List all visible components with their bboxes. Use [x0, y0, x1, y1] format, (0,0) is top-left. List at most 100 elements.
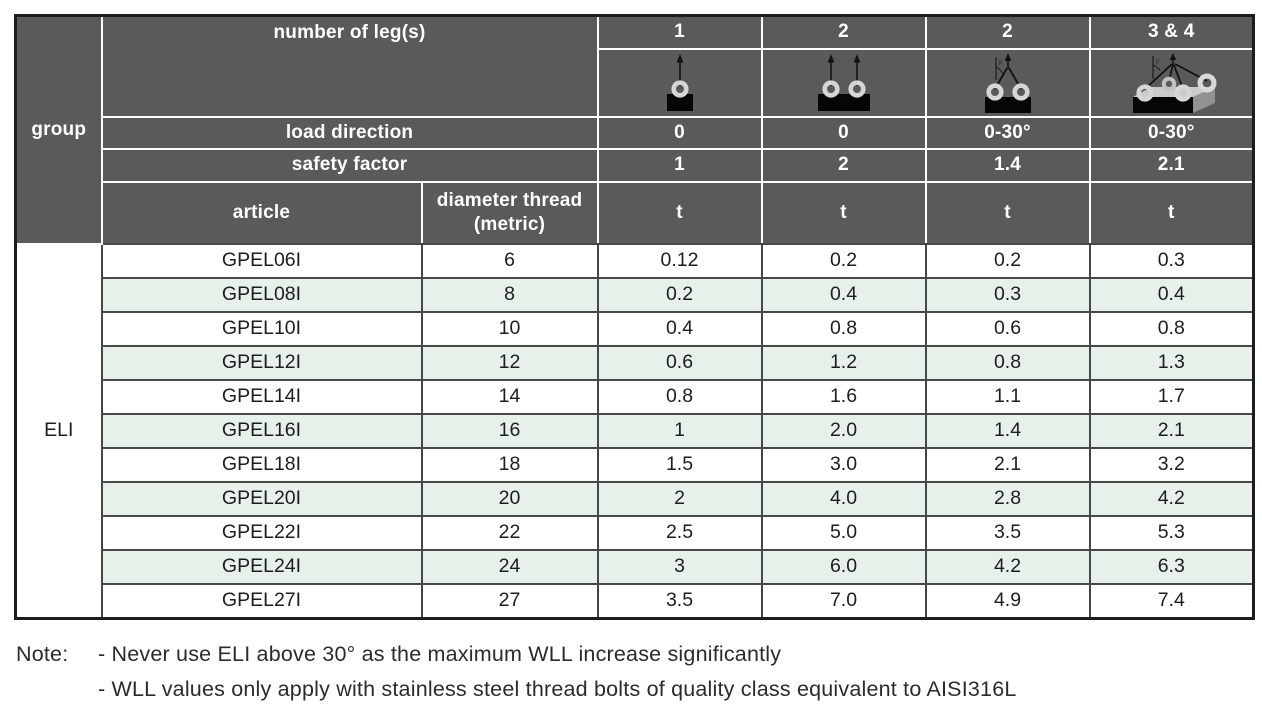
diameter-cell: 18	[420, 446, 599, 483]
legs-count-cell: 2	[924, 14, 1091, 50]
table-body: ELI GPEL06I 6 0.12 0.2 0.2 0.3 GPEL08I 8 0.2 0.4 0.…	[14, 242, 1255, 619]
note-label: Note:	[16, 642, 69, 666]
wll-2leg-cell: 0.8	[760, 310, 927, 347]
diameter-cell: 12	[420, 344, 599, 381]
table-row: GPEL14I 14 0.8 1.6 1.1 1.7	[16, 378, 1255, 415]
article-cell: GPEL22I	[100, 514, 423, 551]
legs-count-cell: 1	[596, 14, 763, 50]
group-value-cell: ELI	[14, 242, 103, 619]
wll-2leg-angled-cell: 3.5	[924, 514, 1091, 551]
wll-2leg-cell: 3.0	[760, 446, 927, 483]
wll-spec-table: group number of leg(s) 1 2 2 3 & 4	[14, 14, 1256, 620]
wll-3-4leg-cell: 1.3	[1088, 344, 1255, 381]
article-cell: GPEL10I	[100, 310, 423, 347]
wll-2leg-cell: 7.0	[760, 582, 927, 619]
header-row-legs: group number of leg(s) 1 2 2 3 & 4	[14, 14, 1255, 245]
wll-1leg-cell: 0.4	[596, 310, 763, 347]
wll-2leg-cell: 0.2	[760, 242, 927, 279]
diameter-cell: 6	[420, 242, 599, 279]
wll-1leg-cell: 2.5	[596, 514, 763, 551]
diameter-cell: 16	[420, 412, 599, 449]
wll-3-4leg-cell: 1.7	[1088, 378, 1255, 415]
diameter-cell: 14	[420, 378, 599, 415]
two-leg-angled-sling-icon: β	[924, 47, 1091, 118]
table-row: ELI GPEL06I 6 0.12 0.2 0.2 0.3	[14, 242, 1255, 619]
wll-2leg-angled-cell: 0.6	[924, 310, 1091, 347]
wll-3-4leg-cell: 0.8	[1088, 310, 1255, 347]
wll-2leg-angled-cell: 4.2	[924, 548, 1091, 585]
load-direction-cell: 0-30°	[1088, 115, 1255, 150]
legs-count-cell: 3 & 4	[1088, 14, 1255, 50]
legs-count-cell: 2	[760, 14, 927, 50]
article-cell: GPEL12I	[100, 344, 423, 381]
svg-text:β: β	[998, 60, 1002, 66]
table-row: GPEL20I 20 2 4.0 2.8 4.2	[16, 480, 1255, 517]
diameter-cell: 27	[420, 582, 599, 619]
wll-2leg-cell: 0.4	[760, 276, 927, 313]
table-row: GPEL18I 18 1.5 3.0 2.1 3.2	[16, 446, 1255, 483]
wll-2leg-angled-cell: 0.3	[924, 276, 1091, 313]
diameter-cell: 24	[420, 548, 599, 585]
load-direction-cell: 0	[760, 115, 927, 150]
article-cell: GPEL24I	[100, 548, 423, 585]
safety-factor-cell: 2	[760, 147, 927, 183]
wll-1leg-cell: 2	[596, 480, 763, 517]
wll-3-4leg-cell: 6.3	[1088, 548, 1255, 585]
safety-factor-label: safety factor	[100, 147, 599, 183]
three-four-leg-angled-sling-icon: β	[1088, 47, 1255, 118]
wll-2leg-cell: 2.0	[760, 412, 927, 449]
article-cell: GPEL14I	[100, 378, 423, 415]
article-column-header: article	[100, 180, 423, 245]
unit-header-cell: t	[596, 180, 763, 245]
diameter-cell: 8	[420, 276, 599, 313]
wll-3-4leg-cell: 3.2	[1088, 446, 1255, 483]
wll-3-4leg-cell: 0.3	[1088, 242, 1255, 279]
article-cell: GPEL27I	[100, 582, 423, 619]
header-row-icons: β β	[16, 47, 1255, 118]
header-row-load-direction: load direction 0 0 0-30° 0-30°	[16, 115, 1255, 150]
safety-factor-cell: 2.1	[1088, 147, 1255, 183]
header-row-safety-factor: safety factor 1 2 1.4 2.1	[16, 147, 1255, 183]
table-row: GPEL27I 27 3.5 7.0 4.9 7.4	[16, 582, 1255, 619]
wll-2leg-angled-cell: 2.1	[924, 446, 1091, 483]
table-row: GPEL10I 10 0.4 0.8 0.6 0.8	[16, 310, 1255, 347]
unit-header-cell: t	[924, 180, 1091, 245]
wll-2leg-cell: 5.0	[760, 514, 927, 551]
unit-header-cell: t	[1088, 180, 1255, 245]
load-direction-cell: 0	[596, 115, 763, 150]
wll-2leg-cell: 1.6	[760, 378, 927, 415]
wll-2leg-angled-cell: 1.4	[924, 412, 1091, 449]
table-row: GPEL16I 16 1 2.0 1.4 2.1	[16, 412, 1255, 449]
group-header-cell: group	[14, 14, 103, 245]
wll-1leg-cell: 1	[596, 412, 763, 449]
wll-2leg-angled-cell: 0.8	[924, 344, 1091, 381]
wll-1leg-cell: 0.2	[596, 276, 763, 313]
note-item: - WLL values only apply with stainless s…	[98, 677, 1017, 701]
wll-2leg-cell: 4.0	[760, 480, 927, 517]
article-cell: GPEL20I	[100, 480, 423, 517]
wll-1leg-cell: 0.6	[596, 344, 763, 381]
safety-factor-cell: 1	[596, 147, 763, 183]
wll-2leg-cell: 6.0	[760, 548, 927, 585]
article-cell: GPEL16I	[100, 412, 423, 449]
load-direction-cell: 0-30°	[924, 115, 1091, 150]
diameter-column-header: diameter thread (metric)	[420, 180, 599, 245]
table-row: GPEL12I 12 0.6 1.2 0.8 1.3	[16, 344, 1255, 381]
article-cell: GPEL18I	[100, 446, 423, 483]
footnote: Note: - Never use ELI above 30° as the m…	[16, 637, 1017, 707]
number-of-legs-label: number of leg(s)	[100, 14, 599, 118]
note-item: - Never use ELI above 30° as the maximum…	[98, 642, 782, 666]
wll-1leg-cell: 1.5	[596, 446, 763, 483]
safety-factor-cell: 1.4	[924, 147, 1091, 183]
table-row: GPEL22I 22 2.5 5.0 3.5 5.3	[16, 514, 1255, 551]
table-row: GPEL08I 8 0.2 0.4 0.3 0.4	[16, 276, 1255, 313]
unit-header-cell: t	[760, 180, 927, 245]
table-row: GPEL24I 24 3 6.0 4.2 6.3	[16, 548, 1255, 585]
diameter-cell: 20	[420, 480, 599, 517]
wll-2leg-angled-cell: 4.9	[924, 582, 1091, 619]
wll-2leg-angled-cell: 2.8	[924, 480, 1091, 517]
note-items: - Never use ELI above 30° as the maximum…	[98, 637, 1017, 707]
svg-text:β: β	[1156, 59, 1160, 65]
wll-1leg-cell: 0.8	[596, 378, 763, 415]
